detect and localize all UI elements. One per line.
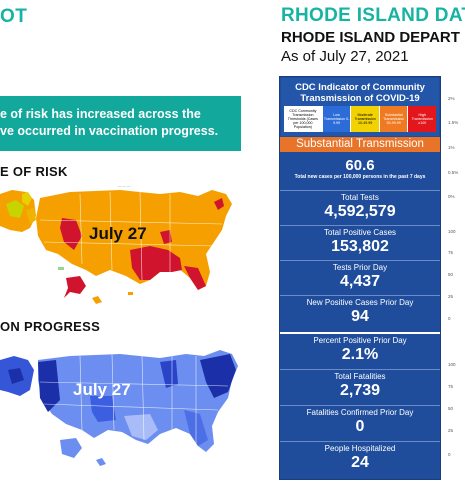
cdc-moderate-cell: Moderate Transmission 10-49.99 [350, 106, 379, 132]
conterminous-us-shape [36, 190, 232, 290]
hawaii-shape [92, 296, 102, 304]
stat-value: 0 [355, 418, 365, 435]
axis-tick: 1% [448, 145, 455, 150]
stat-label: Fatalities Confirmed Prior Day [306, 408, 414, 417]
vaccination-map-date-label: July 27 [73, 380, 131, 399]
legend-swatch [58, 267, 64, 270]
cdc-indicator-box: CDC Indicator of Community Transmission … [281, 78, 439, 136]
axis-tick: 0 [448, 452, 451, 457]
cdc-title-line-2: Transmission of COVID-19 [300, 93, 420, 104]
south-states-red [130, 246, 182, 280]
stat-value: 2.1% [341, 346, 379, 363]
axis-tick: 100 [448, 362, 456, 367]
axis-tick: 100 [448, 229, 456, 234]
cdc-low-cell: Low Transmission 0-9.99 [321, 106, 351, 132]
left-page-title: OT [0, 6, 28, 27]
stat-label: New Positive Cases Prior Day [306, 298, 414, 307]
total-positive-stat: Total Positive Cases 153,802 [280, 225, 440, 260]
risk-level-map: — — — [0, 184, 232, 304]
total-tests-stat: Total Tests 4,592,579 [280, 190, 440, 225]
state-shape-gold [26, 208, 36, 224]
percent-positive-stat: Percent Positive Prior Day 2.1% [280, 332, 440, 369]
total-fatalities-stat: Total Fatalities 2,739 [280, 369, 440, 405]
vaccination-progress-map [0, 350, 238, 466]
ri-data-title: RHODE ISLAND DAT [281, 5, 465, 26]
stat-value: 24 [351, 454, 369, 471]
state-shape-green [6, 200, 24, 218]
stat-value: 4,592,579 [324, 203, 396, 220]
axis-tick: 25 [448, 294, 454, 299]
ri-department-subtitle: RHODE ISLAND DEPART [281, 29, 460, 46]
risk-section-heading: E OF RISK [0, 164, 68, 179]
axis-tick: 50 [448, 406, 454, 411]
transmission-level-badge: Substantial Transmission [280, 137, 440, 152]
fatalities-prior-day-stat: Fatalities Confirmed Prior Day 0 [280, 405, 440, 441]
axis-tick: 0% [448, 194, 455, 199]
risk-map-date-label: July 27 [89, 224, 147, 243]
stat-value: 94 [351, 308, 369, 325]
new-positive-prior-day-stat: New Positive Cases Prior Day 94 [280, 295, 440, 332]
stat-value: 4,437 [339, 273, 381, 290]
cdc-title-line-1: CDC Indicator of Community [295, 82, 425, 93]
tests-prior-day-stat: Tests Prior Day 4,437 [280, 260, 440, 295]
south-states-light [124, 414, 158, 440]
map-legend-mini: — — — [118, 184, 131, 188]
banner-line-2: ve occurred in vaccination progress. [0, 124, 219, 138]
cdc-substantial-cell: Substantial Transmission 50-99.99 [378, 106, 408, 132]
stat-label: Tests Prior Day [332, 263, 388, 272]
northeast-dark [200, 354, 236, 398]
risk-summary-banner: e of risk has increased across the ve oc… [0, 96, 241, 151]
cases-per-100k-stat: 60.6 Total new cases per 100,000 persons… [280, 154, 440, 190]
axis-tick: 50 [448, 272, 454, 277]
vaccination-section-heading: ON PROGRESS [0, 319, 101, 334]
midwest-state-red [160, 230, 172, 244]
axis-tick: 25 [448, 428, 454, 433]
cdc-high-cell: High Transmission ≥100 [407, 106, 437, 132]
stat-value: 153,802 [331, 238, 389, 255]
stat-label: People Hospitalized [324, 444, 396, 453]
cases-per-100k-value: 60.6 [345, 157, 375, 174]
axis-tick: 0.5% [448, 170, 459, 175]
stat-value: 2,739 [339, 382, 381, 399]
state-shape-dark [8, 368, 24, 384]
alaska-shape [60, 438, 82, 458]
northeast-state-red [214, 198, 224, 210]
cases-per-100k-note: Total new cases per 100,000 persons in t… [294, 174, 426, 180]
florida-state-red [184, 266, 206, 290]
covid-stats-panel: CDC Indicator of Community Transmission … [279, 76, 441, 480]
axis-tick: 75 [448, 250, 454, 255]
conterminous-us-shape [38, 350, 238, 452]
stat-label: Total Tests [341, 193, 379, 202]
alaska-shape [64, 276, 86, 298]
midwest-state-dark [160, 360, 178, 388]
axis-tick: 1.5% [448, 120, 459, 125]
stat-label: Percent Positive Prior Day [313, 336, 407, 345]
banner-line-1: e of risk has increased across the [0, 107, 201, 121]
hawaii-shape [96, 458, 106, 466]
stat-label: Total Positive Cases [323, 228, 397, 237]
people-hospitalized-stat: People Hospitalized 24 [280, 441, 440, 479]
cdc-threshold-header: CDC Community Transmission Thresholds (C… [284, 106, 322, 132]
state-shape-yellow [22, 192, 32, 206]
axis-tick: 0 [448, 316, 451, 321]
axis-tick: 75 [448, 384, 454, 389]
as-of-date: As of July 27, 2021 [281, 48, 409, 65]
axis-tick: 2% [448, 96, 455, 101]
west-coast-dark [38, 360, 60, 412]
nevada-state-red [60, 218, 82, 250]
territory-swatch [128, 292, 133, 295]
stat-label: Total Fatalities [334, 372, 386, 381]
cdc-threshold-row: CDC Community Transmission Thresholds (C… [284, 106, 437, 132]
southwest-state [90, 396, 116, 422]
